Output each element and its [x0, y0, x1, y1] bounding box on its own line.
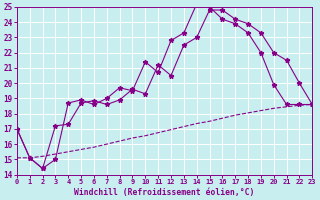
X-axis label: Windchill (Refroidissement éolien,°C): Windchill (Refroidissement éolien,°C) [74, 188, 255, 197]
